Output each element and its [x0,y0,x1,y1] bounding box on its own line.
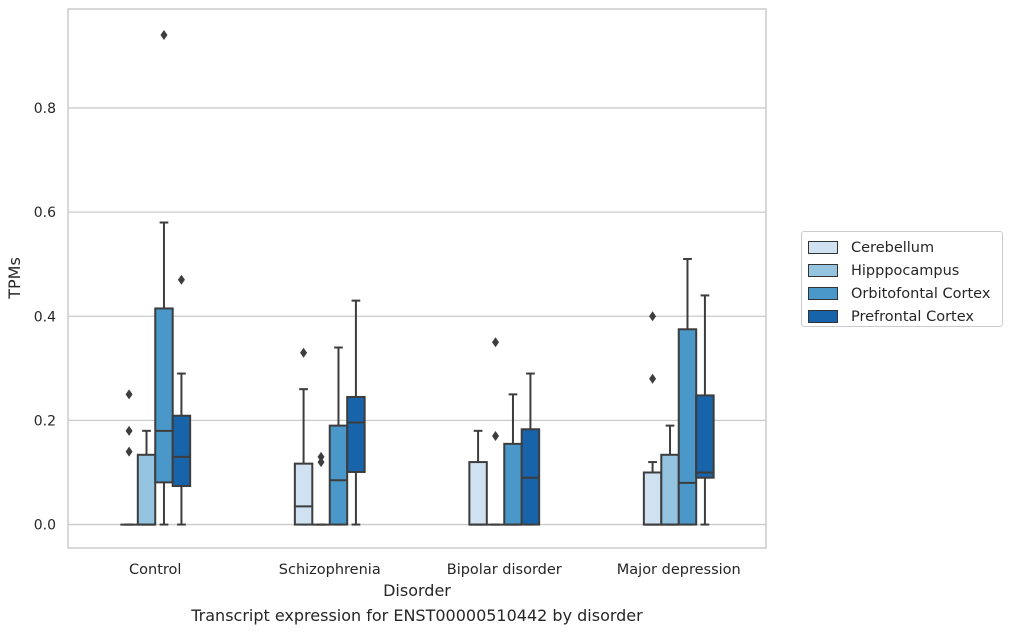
legend-label: Hipppocampus [851,262,960,279]
x-axis-label: Disorder [383,581,451,600]
box-body [468,461,488,526]
legend-label: Cerebellum [851,239,935,256]
box-body [642,471,663,526]
box-group [136,429,157,526]
box-group [503,393,523,526]
legend-swatch [808,264,838,277]
outlier-point [492,337,500,348]
box-group [328,346,349,526]
box-body [695,394,715,479]
outlier-point [125,425,133,436]
outlier-point [317,451,325,462]
box-body [677,328,698,526]
box-group [677,257,698,526]
box-group [660,424,680,526]
y-tick-label: 0.8 [34,101,56,117]
legend-label: Prefrontal Cortex [851,308,974,325]
box-body [328,424,349,526]
legend-item: Cerebellum [808,236,1002,259]
box-group [486,337,505,526]
figure-caption: Transcript expression for ENST0000051044… [191,606,643,625]
x-tick-label: Control [129,562,181,578]
legend-swatch [808,287,838,300]
y-tick-label: 0.4 [34,309,56,325]
outlier-point [160,30,168,41]
outlier-point [300,347,308,358]
outlier-point [125,446,133,457]
legend: Cerebellum Hipppocampus Orbitofontal Corte… [801,231,1003,327]
legend-item: Prefrontal Cortex [808,305,1002,328]
legend-swatch [808,241,838,254]
box-group [346,299,366,526]
y-tick-label: 0.0 [34,518,56,534]
box-group [520,372,541,526]
y-axis-ticks: 0.0 0.2 0.4 0.6 0.8 [34,101,56,534]
y-tick-label: 0.2 [34,413,56,429]
box-group [468,429,488,526]
box-body [503,442,523,526]
outlier-point [177,274,185,285]
box-group [171,274,192,526]
box-body [171,414,192,488]
box-group [120,389,138,526]
y-axis-label: TPMs [5,257,24,300]
box-group [642,311,663,526]
box-body [346,395,366,473]
legend-item: Orbitofontal Cortex [808,282,1002,305]
x-tick-label: Major depression [617,562,741,578]
x-tick-label: Bipolar disorder [447,562,562,578]
box-body [136,453,157,526]
outlier-point [649,311,657,322]
box-series [120,30,715,526]
box-group [695,294,715,526]
outlier-point [492,431,500,442]
x-axis-ticks: Control Schizophrenia Bipolar disorder Majo… [129,562,741,578]
box-body [154,307,174,484]
box-group [312,451,330,526]
box-body [293,462,314,526]
box-group [293,347,314,526]
legend-label: Orbitofontal Cortex [851,285,991,302]
outlier-point [317,457,325,468]
box-group [154,30,174,526]
legend-item: Hipppocampus [808,259,1002,282]
outlier-point [125,389,133,400]
legend-swatch [808,310,838,323]
y-tick-label: 0.6 [34,205,56,221]
outlier-point [649,373,657,384]
box-body [660,453,680,526]
x-tick-label: Schizophrenia [279,562,381,578]
plot-frame [67,8,767,549]
